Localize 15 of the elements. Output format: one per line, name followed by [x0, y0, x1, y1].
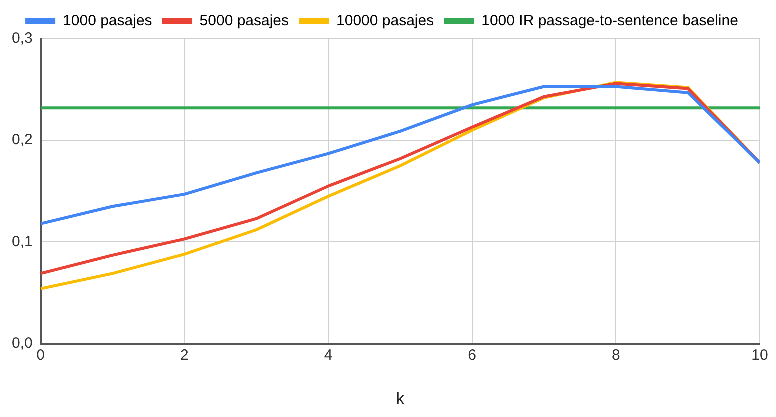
legend-label: 10000 pasajes: [336, 12, 434, 30]
y-tick-label: 0,1: [12, 233, 33, 250]
x-tick-label: 0: [36, 346, 46, 364]
y-tick-label: 0,2: [12, 132, 33, 149]
y-tick-label: 0,0: [12, 334, 33, 352]
x-tick-label: 10: [752, 346, 768, 364]
legend-label: 5000 pasajes: [200, 12, 290, 30]
x-tick-label: 8: [612, 346, 620, 364]
x-tick-label: 4: [324, 346, 333, 364]
legend-label: 1000 IR passage-to-sentence baseline: [482, 12, 738, 30]
y-tick-label: 0,3: [12, 30, 33, 48]
x-axis-title: k: [396, 390, 406, 408]
x-tick-label: 6: [468, 346, 477, 364]
legend-label: 1000 pasajes: [63, 12, 152, 30]
x-tick-label: 2: [180, 346, 189, 364]
